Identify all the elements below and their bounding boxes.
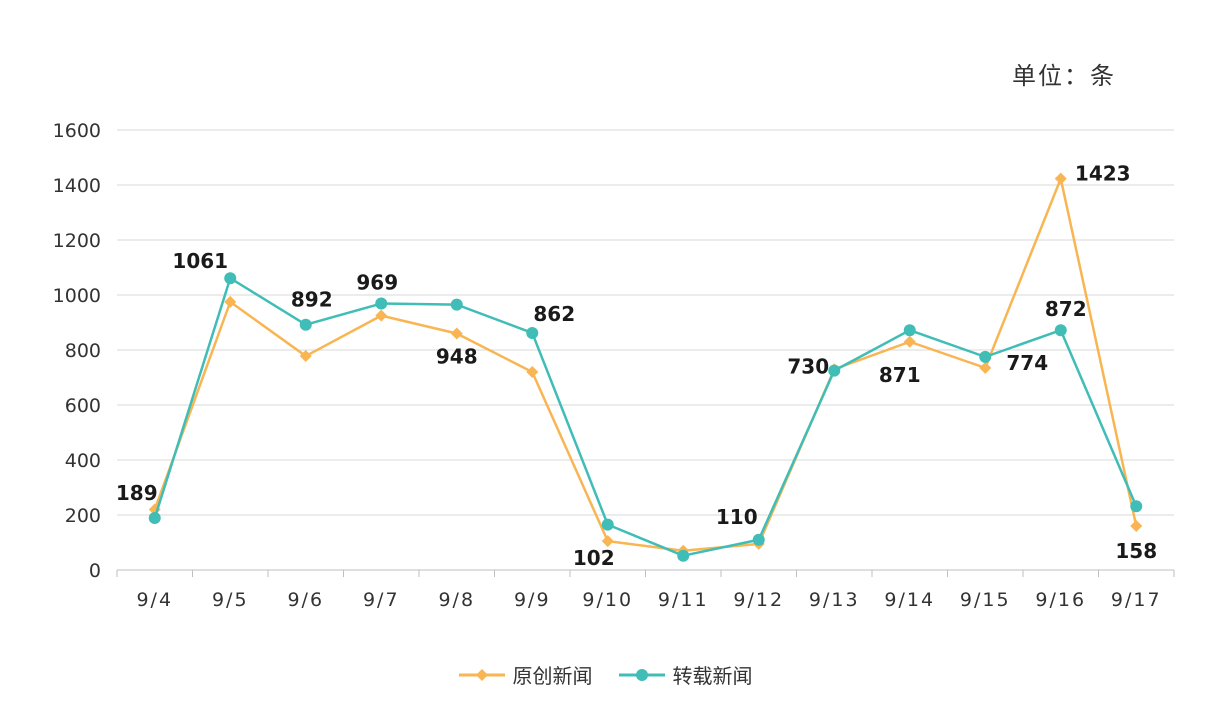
data-point-circle — [450, 298, 463, 311]
x-tick-label: 9/16 — [1035, 589, 1086, 611]
y-tick-label: 1200 — [53, 230, 101, 252]
data-point-circle — [752, 533, 765, 546]
x-tick-label: 9/7 — [363, 589, 400, 611]
data-point-diamond — [375, 309, 388, 322]
legend-swatch-reprint — [618, 668, 665, 681]
data-label: 1061 — [172, 249, 228, 273]
data-point-diamond — [601, 535, 614, 548]
x-tick-label: 9/6 — [287, 589, 324, 611]
data-label: 872 — [1045, 297, 1087, 321]
grid-lines — [117, 129, 1174, 571]
legend-label-reprint: 转载新闻 — [672, 664, 753, 688]
data-point-diamond — [450, 327, 463, 340]
data-point-circle — [903, 324, 916, 337]
y-tick-label: 0 — [89, 560, 101, 582]
legend-swatch-original — [458, 668, 505, 681]
data-point-diamond — [299, 350, 312, 363]
data-label: 969 — [356, 271, 398, 295]
data-point-diamond — [224, 295, 237, 308]
y-axis: 0 200 400 600 800 1000 1200 1400 1600 — [53, 120, 101, 582]
legend-item-original: 原创新闻 — [458, 660, 593, 689]
data-point-circle — [375, 297, 388, 310]
x-tick-label: 9/4 — [136, 589, 173, 611]
x-tick-label: 9/13 — [809, 589, 860, 611]
legend: 原创新闻 转载新闻 — [0, 660, 1211, 689]
data-label: 158 — [1115, 539, 1157, 563]
legend-item-reprint: 转载新闻 — [618, 660, 753, 689]
data-label: 730 — [787, 354, 829, 378]
x-tick-label: 9/5 — [212, 589, 249, 611]
data-label: 862 — [533, 302, 575, 326]
x-tick-label: 9/17 — [1111, 589, 1162, 611]
y-tick-label: 400 — [65, 450, 101, 472]
data-point-diamond — [526, 366, 539, 378]
x-tick-label: 9/14 — [884, 589, 935, 611]
x-tick-label: 9/10 — [582, 589, 633, 611]
data-point-circle — [979, 350, 992, 363]
data-label: 774 — [1006, 351, 1048, 375]
legend-label-original: 原创新闻 — [512, 664, 593, 688]
data-point-diamond — [979, 361, 992, 374]
data-label: 1423 — [1075, 162, 1131, 186]
data-point-circle — [828, 364, 841, 377]
series-line-1 — [153, 276, 1138, 557]
x-tick-label: 9/11 — [658, 589, 709, 611]
y-tick-label: 1600 — [53, 120, 101, 142]
x-axis: 9/4 9/5 9/6 9/7 9/8 9/9 9/10 9/11 9/12 9/13 9/14 9/… — [116, 570, 1175, 611]
y-tick-label: 800 — [65, 340, 101, 362]
data-point-circle — [224, 272, 237, 285]
data-point-circle — [526, 326, 539, 339]
data-point-circle — [299, 318, 312, 331]
x-tick-label: 9/15 — [960, 589, 1011, 611]
data-label: 892 — [291, 288, 333, 312]
data-label: 110 — [716, 505, 758, 529]
data-point-diamond — [903, 335, 916, 348]
series-group — [148, 172, 1143, 562]
data-point-circle — [601, 518, 614, 531]
data-label: 948 — [436, 345, 478, 369]
x-tick-label: 9/12 — [733, 589, 784, 611]
data-point-circle — [148, 512, 161, 525]
data-label: 871 — [879, 363, 921, 387]
y-tick-label: 1000 — [53, 285, 101, 307]
data-label: 189 — [116, 481, 158, 505]
data-point-circle — [677, 549, 690, 562]
y-tick-label: 200 — [65, 505, 101, 527]
data-point-circle — [1130, 500, 1143, 513]
data-point-diamond — [1054, 172, 1067, 185]
x-tick-label: 9/8 — [438, 589, 475, 611]
y-tick-label: 600 — [65, 395, 101, 417]
y-tick-label: 1400 — [53, 175, 101, 197]
data-label: 102 — [573, 546, 615, 570]
data-point-circle — [1054, 324, 1067, 337]
data-point-diamond — [1130, 520, 1143, 532]
series-line-0 — [153, 177, 1138, 552]
unit-label: 单位：条 — [1012, 62, 1116, 90]
data-labels: 948 102 730 871 774 1423 158 189 1061 892 969 862 11… — [116, 162, 1157, 570]
x-tick-label: 9/9 — [514, 589, 551, 611]
